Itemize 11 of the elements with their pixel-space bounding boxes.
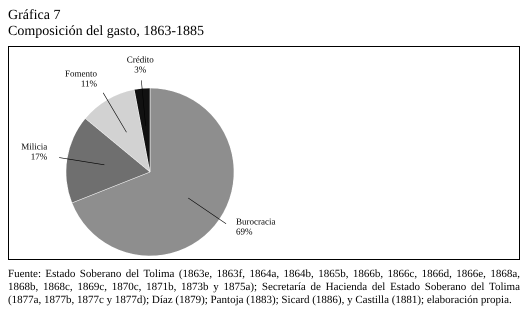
data-label: 3% <box>134 64 147 74</box>
chart-subtitle: Composición del gasto, 1863-1885 <box>8 24 205 40</box>
slice-label: Fomento <box>65 68 98 78</box>
chart-title: Gráfica 7 <box>8 8 62 24</box>
data-label: 11% <box>80 78 98 88</box>
slice-label: Milicia <box>21 142 48 152</box>
source-note: Fuente: Estado Soberano del Tolima (1863e, 1863f, 1864a, 1864b, 1865b, 1866b, 1866c, 1866d, 1866e, 1868a, 1868b, 1868c, 1869c, 1870c, 1871b, 1873b y 1875a); Secretaría de Hacienda del Estado Soberano del Tolima (1877a, 1877b, 1877c y 1877d); Díaz (1879); Pantoja (1883); Sicard (1886), y Castilla (1881); elaboración propia. <box>8 268 520 307</box>
slice-label: Crédito <box>126 54 154 64</box>
data-label: 69% <box>236 226 254 236</box>
slice-label: Burocracia <box>236 216 276 226</box>
data-label: 17% <box>30 152 48 162</box>
